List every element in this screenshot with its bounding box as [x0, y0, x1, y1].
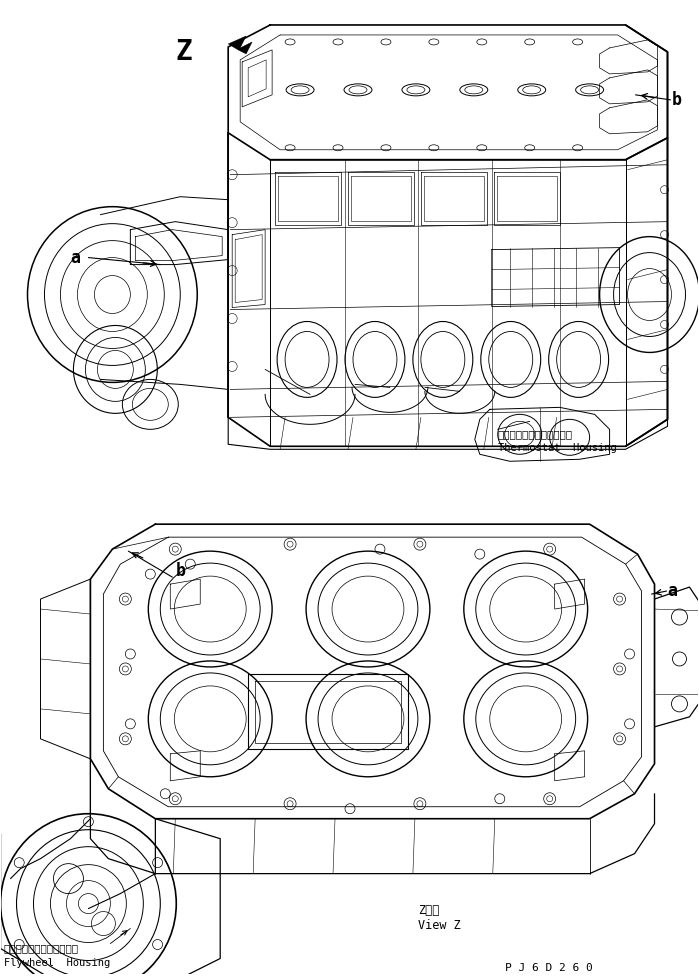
Text: P J 6 D 2 6 0: P J 6 D 2 6 0 — [505, 963, 593, 973]
Text: b: b — [175, 562, 185, 580]
Text: Z: Z — [175, 38, 192, 66]
Text: View Z: View Z — [418, 918, 461, 931]
Text: Flywheel  Housing: Flywheel Housing — [3, 958, 110, 968]
Text: フライホイールハウジング: フライホイールハウジング — [3, 944, 78, 954]
Text: Thermostat  Housing: Thermostat Housing — [498, 443, 617, 453]
Text: a: a — [668, 582, 677, 600]
Text: a: a — [71, 249, 80, 266]
Text: b: b — [672, 91, 682, 109]
Polygon shape — [228, 36, 252, 54]
Text: サーモスタットハウジング: サーモスタットハウジング — [498, 429, 572, 439]
Text: Z　視: Z 視 — [418, 904, 439, 916]
